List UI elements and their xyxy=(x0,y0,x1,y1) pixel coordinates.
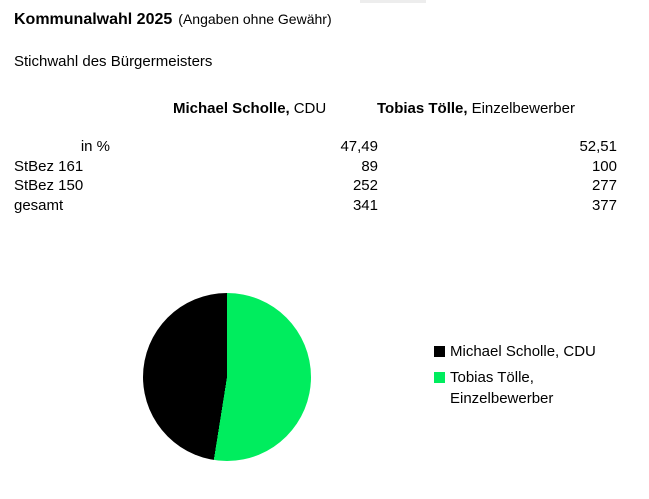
results-table: in % 47,49 52,51 StBez 161 89 100 StBez … xyxy=(0,137,617,216)
cell-candidate-2: 377 xyxy=(591,197,617,215)
legend-item-scholle: Michael Scholle, CDU xyxy=(434,341,634,362)
legend-label: Tobias Tölle, Einzelbewerber xyxy=(450,369,554,407)
row-label: gesamt xyxy=(14,197,64,215)
candidate-2-name: Tobias Tölle, xyxy=(377,100,468,117)
cell-candidate-2: 100 xyxy=(591,157,617,175)
cell-candidate-2: 277 xyxy=(591,177,617,195)
row-label: StBez 150 xyxy=(14,177,84,195)
candidate-2-affiliation: Einzelbewerber xyxy=(471,100,575,117)
pie-chart xyxy=(143,293,311,461)
page-title: Kommunalwahl 2025 (Angaben ohne Gewähr) xyxy=(14,9,332,30)
chart-legend: Michael Scholle, CDU Tobias Tölle, Einze… xyxy=(434,341,634,409)
cell-candidate-1: 341 xyxy=(352,197,378,215)
row-label: StBez 161 xyxy=(14,157,84,175)
cell-candidate-1: 89 xyxy=(361,157,378,175)
candidate-1-affiliation: CDU xyxy=(293,100,327,117)
candidate-1-name: Michael Scholle, xyxy=(173,100,290,117)
results-table-header: Michael Scholle, CDU Tobias Tölle, Einzelb… xyxy=(0,100,649,118)
legend-item-toelle: Tobias Tölle, Einzelbewerber xyxy=(434,367,634,409)
page-title-disclaimer: (Angaben ohne Gewähr) xyxy=(178,11,332,27)
column-header-candidate-2: Tobias Tölle, Einzelbewerber xyxy=(377,100,575,117)
column-header-candidate-1: Michael Scholle, CDU xyxy=(173,100,326,117)
section-title: Stichwahl des Bürgermeisters xyxy=(14,53,213,70)
page-title-text: Kommunalwahl 2025 xyxy=(14,11,173,28)
cell-candidate-2: 52,51 xyxy=(579,138,617,155)
row-label: in % xyxy=(80,138,110,155)
cell-candidate-1: 252 xyxy=(352,177,378,195)
legend-label: Michael Scholle, CDU xyxy=(450,343,596,360)
legend-swatch-green-icon xyxy=(434,372,445,383)
cell-candidate-1: 47,49 xyxy=(340,138,378,155)
cropped-element-fragment xyxy=(360,0,426,3)
legend-swatch-black-icon xyxy=(434,346,445,357)
